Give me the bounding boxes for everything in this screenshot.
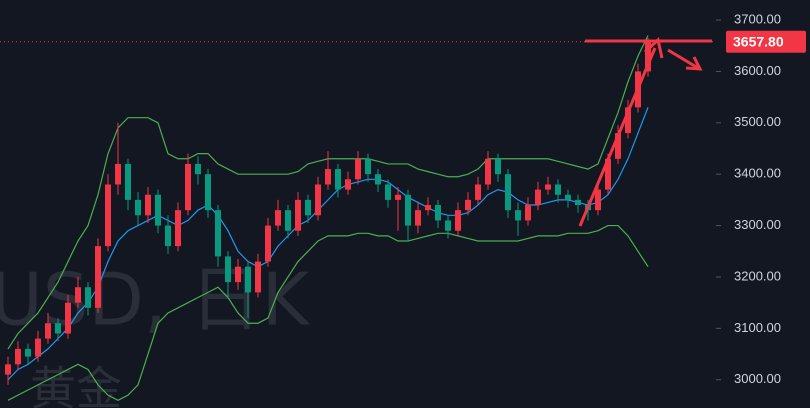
candle-body [75,287,81,303]
y-tick-label: 3500.00 [734,114,781,129]
candle-body [645,41,651,72]
moving-average [7,107,649,381]
candle-body [385,184,391,200]
candle-body [515,210,521,221]
candle-body [225,256,231,283]
candle-body [105,184,111,247]
price-axis [716,0,810,408]
candle-body [235,266,241,283]
candle-body [415,210,421,226]
candle-body [355,158,361,180]
candle-body [325,169,331,185]
last-price-box [726,30,806,53]
candle-body [245,266,251,293]
candle-body [605,158,611,190]
candle-body [425,205,431,211]
candle-body [485,158,491,185]
y-tick-label: 3100.00 [734,320,781,335]
y-tick-label: 3000.00 [734,371,781,386]
candle-body [305,199,311,216]
candle-body [155,194,161,226]
candle-body [255,261,261,293]
lower-band [7,224,649,401]
annotation-arrows [578,37,712,227]
candle-body [185,163,191,211]
candle-body [165,225,171,247]
candle-body [175,210,181,247]
candle-body [365,158,371,175]
candle-body [575,199,581,206]
candle-body [535,189,541,206]
candle-body [445,220,451,231]
candle-body [315,184,321,216]
candle-body [205,174,211,211]
last-price-label: 3657.80 [733,33,784,49]
candle-body [525,205,531,221]
y-tick-label: 3200.00 [734,268,781,283]
candle-body [495,158,501,175]
candle-body [55,323,61,334]
candle-body [625,107,631,134]
candle-body [405,194,411,226]
candle-body [455,210,461,231]
candle-body [265,225,271,262]
candle-body [115,163,121,185]
y-tick-label: 3300.00 [734,217,781,232]
plot-area [0,35,716,401]
candle-body [345,179,351,190]
y-tick-label: 3700.00 [734,11,781,26]
candle-body [275,210,281,226]
y-tick-label: 3400.00 [734,166,781,181]
candle-body [15,348,21,365]
candle-body [595,189,601,211]
candle-body [35,338,41,357]
candle-body [195,163,201,175]
candle-body [45,323,51,339]
candle-body [5,364,11,375]
price-axis-labels: 3000.00 3100.00 3200.00 3300.00 3400.00 3500.… [716,11,806,386]
candle-body [555,184,561,195]
candle-body [375,174,381,185]
candle-body [295,199,301,231]
candle-body [335,169,341,190]
candle-body [125,163,131,200]
candle-body [25,348,31,357]
annotation-arrow [667,48,699,70]
candle-body [95,246,101,308]
watermark: 黄金 [30,362,122,408]
candle-body [85,287,91,308]
candle-body [285,210,291,231]
candle-body [435,205,441,221]
candle-body [565,194,571,200]
arrow-head [643,37,664,59]
candle-body [135,199,141,216]
candle-body [545,184,551,190]
candle-body [145,194,151,216]
candle-body [65,302,71,334]
candle-body [215,210,221,257]
candle-body [505,174,511,211]
candle-body [615,133,621,159]
candle-body [465,199,471,211]
annotation-arrow [578,47,657,227]
candle-body [475,184,481,200]
y-tick-label: 3600.00 [734,63,781,78]
candle-body [395,194,401,200]
arrow-head [685,56,703,71]
